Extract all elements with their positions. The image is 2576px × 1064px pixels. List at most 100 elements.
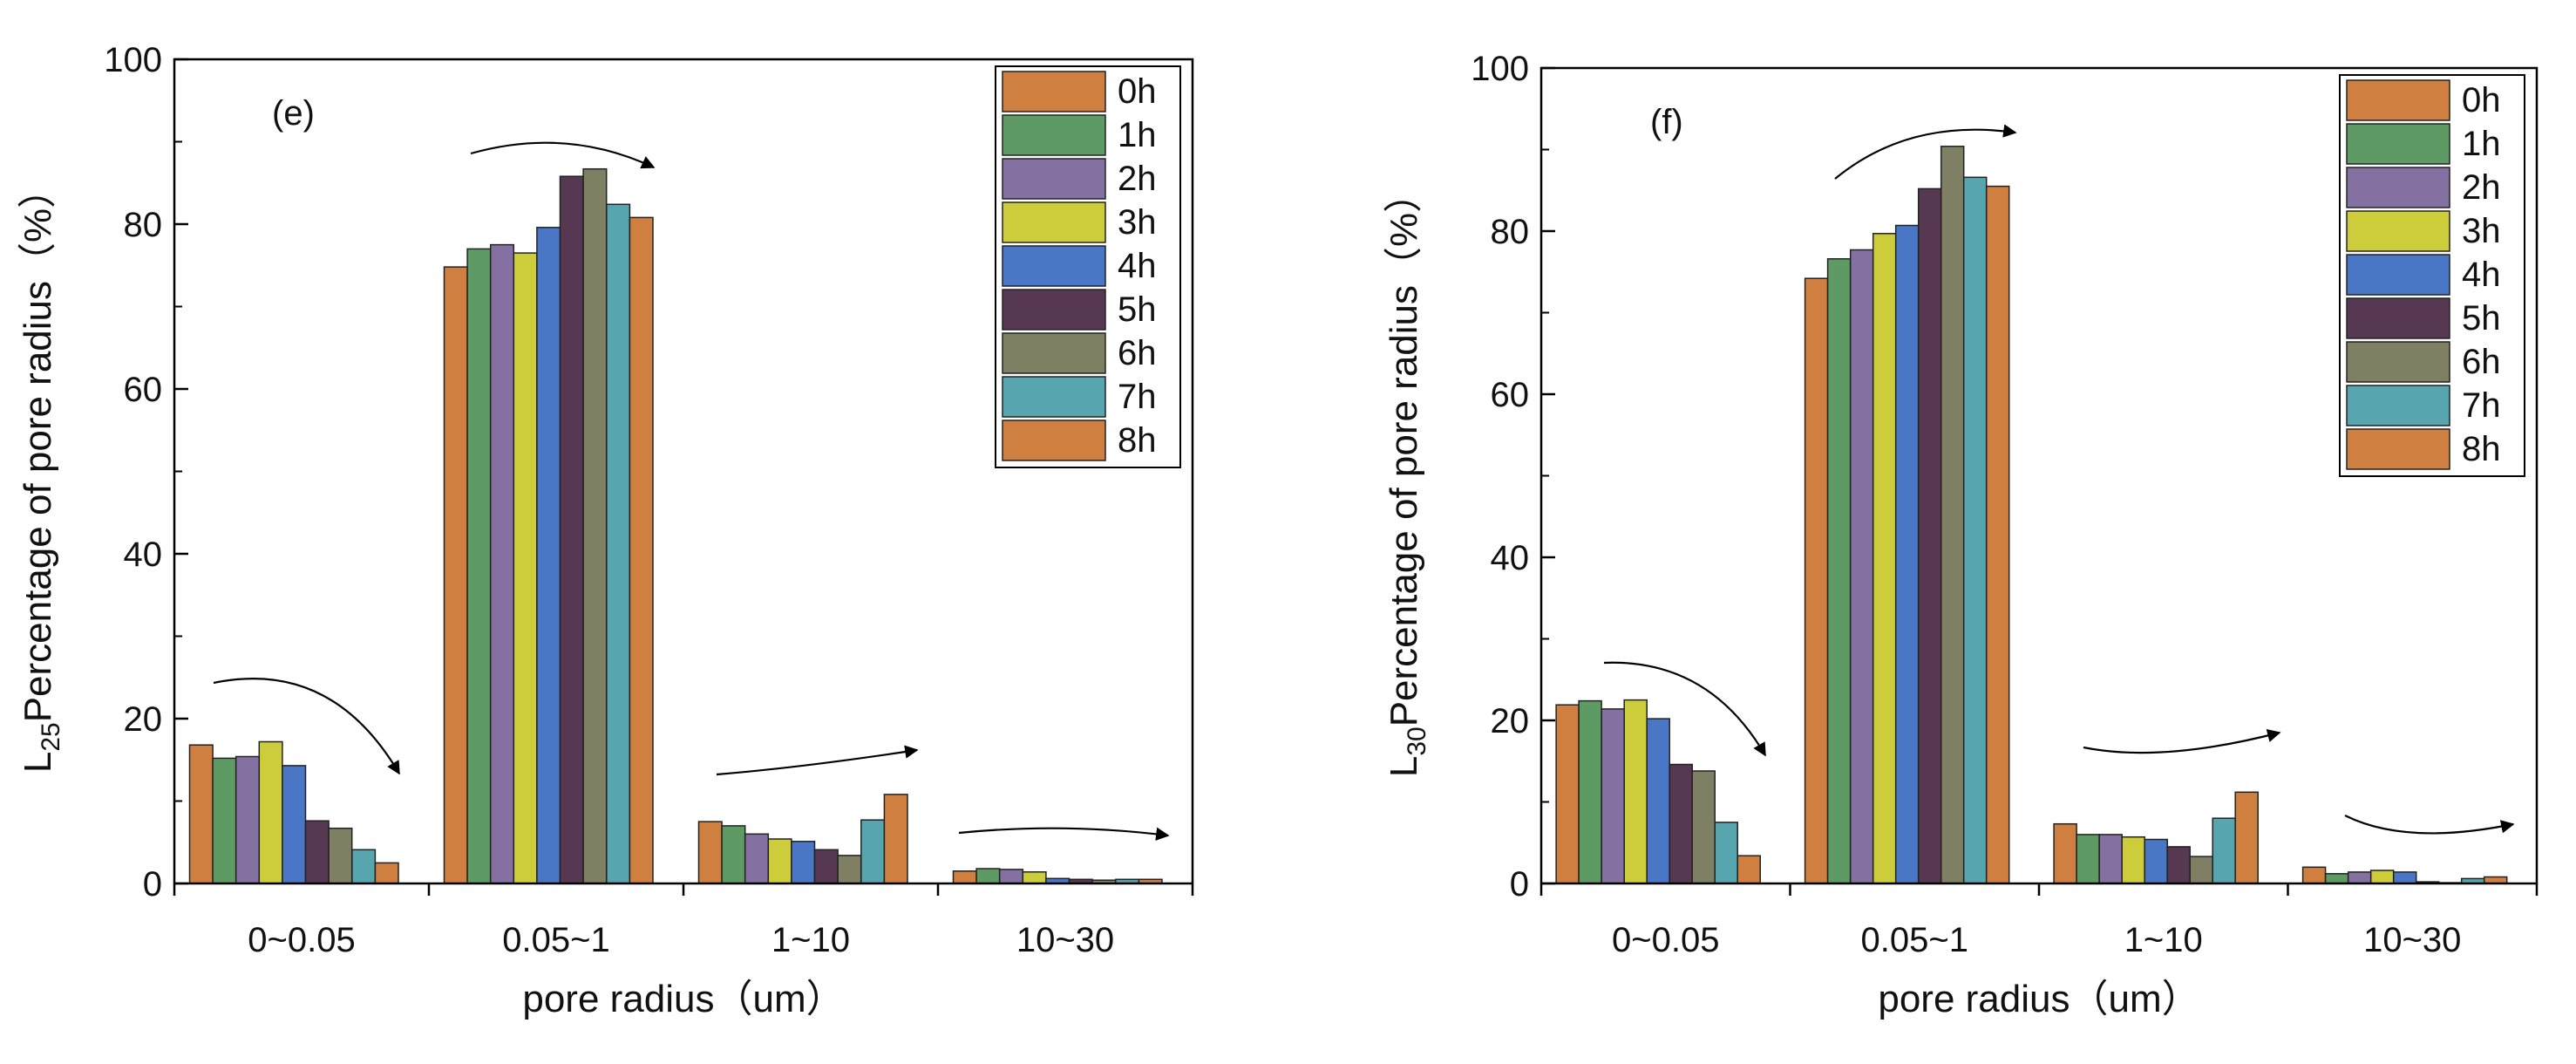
panel-label: (f) (1650, 103, 1683, 141)
legend-label-4h: 4h (2462, 256, 2501, 294)
bar-3h-0~0.05 (1623, 699, 1648, 884)
legend-swatch-0h (1002, 71, 1106, 113)
x-axis-title: pore radius（um） (522, 978, 844, 1020)
legend-label-1h: 1h (1118, 116, 1157, 154)
bar-5h-0.05~1 (559, 175, 584, 884)
bar-0h-1~10 (2053, 822, 2077, 884)
y-tick-label: 60 (1491, 376, 1530, 414)
chart-panel-e: 0 20 40 60 80 100 0~0.05 0.05~1 1~10 10~30 pore ra… (17, 41, 1194, 1020)
legend-label-2h: 2h (1118, 160, 1157, 198)
legend-label-7h: 7h (1118, 378, 1157, 416)
bar-5h-0~0.05 (1669, 763, 1693, 884)
bar-1h-0~0.05 (212, 757, 237, 884)
y-tick-label: 80 (124, 206, 163, 244)
bar-8h-0~0.05 (1737, 855, 1761, 884)
legend-swatch-5h (1002, 289, 1106, 331)
bar-8h-1~10 (883, 794, 908, 884)
x-tick-label: 0.05~1 (502, 921, 609, 959)
trend-arrow (2344, 815, 2515, 835)
bar-8h-0.05~1 (1985, 185, 2010, 884)
bar-0h-10~30 (952, 870, 977, 884)
legend-label-3h: 3h (2462, 212, 2501, 250)
y-axis-title-subscript: 25 (37, 722, 65, 751)
legend-swatch-1h (2346, 123, 2450, 165)
x-tick-label: 0~0.05 (1612, 921, 1719, 959)
legend-swatch-4h (1002, 245, 1106, 287)
bar-7h-0~0.05 (1714, 822, 1738, 884)
legend-label-0h: 0h (1118, 72, 1157, 111)
legend-label-3h: 3h (1118, 203, 1157, 242)
bar-0h-1~10 (697, 821, 723, 884)
bar-2h-0.05~1 (1849, 249, 1874, 884)
y-tick-label: 20 (1491, 702, 1530, 740)
y-tick-label: 60 (124, 371, 163, 409)
bar-1h-10~30 (975, 868, 1001, 884)
bar-2h-1~10 (744, 833, 770, 884)
bar-8h-0~0.05 (374, 862, 399, 884)
legend-label-5h: 5h (2462, 299, 2501, 338)
bar-2h-0~0.05 (1601, 708, 1625, 884)
bar-3h-1~10 (2121, 836, 2145, 884)
bar-2h-10~30 (2347, 871, 2372, 884)
bar-1h-10~30 (2324, 873, 2349, 884)
bar-2h-1~10 (2098, 834, 2123, 884)
y-tick-label: 0 (143, 865, 162, 904)
legend-label-7h: 7h (2462, 386, 2501, 425)
trend-arrow (958, 827, 1170, 841)
bar-4h-0.05~1 (536, 227, 561, 884)
bar-6h-0.05~1 (582, 167, 608, 884)
legend-swatch-3h (1002, 201, 1106, 243)
bar-0h-0~0.05 (1555, 704, 1580, 884)
bar-0h-0.05~1 (443, 266, 468, 884)
bar-1h-1~10 (721, 825, 746, 884)
x-axis-title: pore radius（um） (1878, 978, 2199, 1020)
legend-swatch-8h (1002, 419, 1106, 461)
bar-1h-0.05~1 (466, 248, 492, 884)
bar-6h-0.05~1 (1940, 146, 1965, 884)
x-tick-label: 1~10 (771, 921, 850, 959)
x-tick-label: 0.05~1 (1861, 921, 1968, 959)
legend-label-8h: 8h (2462, 430, 2501, 468)
bar-7h-1~10 (860, 819, 886, 884)
bar-7h-0.05~1 (1962, 176, 1988, 884)
bar-6h-1~10 (837, 855, 862, 884)
legend-swatch-0h (2346, 79, 2450, 121)
legend-swatch-6h (1002, 332, 1106, 374)
legend-label-5h: 5h (1118, 290, 1157, 329)
bar-4h-10~30 (2392, 871, 2417, 884)
x-tick-label: 10~30 (1016, 921, 1114, 959)
trend-arrow (2083, 729, 2281, 754)
x-tick-label: 0~0.05 (248, 921, 355, 959)
bar-2h-10~30 (998, 869, 1024, 884)
bar-7h-0~0.05 (351, 849, 377, 884)
x-tick-label: 1~10 (2124, 921, 2203, 959)
y-axis-title-prefix: L (17, 752, 59, 773)
legend-swatch-6h (2346, 341, 2450, 383)
chart-panel-f: 0 20 40 60 80 100 0~0.05 0.05~1 1~10 10~30 pore ra… (1383, 50, 2539, 1020)
legend-swatch-8h (2346, 428, 2450, 470)
bar-2h-0.05~1 (489, 243, 515, 884)
trend-arrow (470, 141, 656, 169)
y-axis-title: L25Percentage of pore radius（%） (17, 170, 65, 773)
bar-4h-1~10 (2144, 838, 2168, 884)
y-axis-title: L30Percentage of pore radius（%） (1383, 174, 1431, 777)
legend-label-6h: 6h (2462, 343, 2501, 381)
bar-3h-0.05~1 (513, 252, 538, 884)
bar-2h-0~0.05 (234, 755, 261, 884)
bar-7h-1~10 (2212, 817, 2236, 884)
bar-3h-10~30 (2369, 870, 2395, 884)
bar-0h-10~30 (2301, 866, 2327, 884)
legend-label-8h: 8h (1118, 421, 1157, 460)
y-axis-title-main: Percentage of pore radius（%） (17, 170, 59, 722)
bar-6h-0~0.05 (328, 827, 353, 884)
bar-3h-1~10 (767, 838, 792, 884)
bar-6h-0~0.05 (1691, 770, 1716, 884)
legend-swatch-2h (1002, 158, 1106, 200)
y-tick-label: 100 (1471, 50, 1529, 88)
panel-label: (e) (272, 94, 315, 133)
legend-label-1h: 1h (2462, 125, 2501, 163)
bar-3h-0.05~1 (1872, 233, 1897, 884)
legend-label-6h: 6h (1118, 334, 1157, 372)
legend: 0h 1h 2h 3h 4h 5h 6h 7h 8h (995, 65, 1181, 468)
y-tick-label: 0 (1510, 865, 1529, 904)
